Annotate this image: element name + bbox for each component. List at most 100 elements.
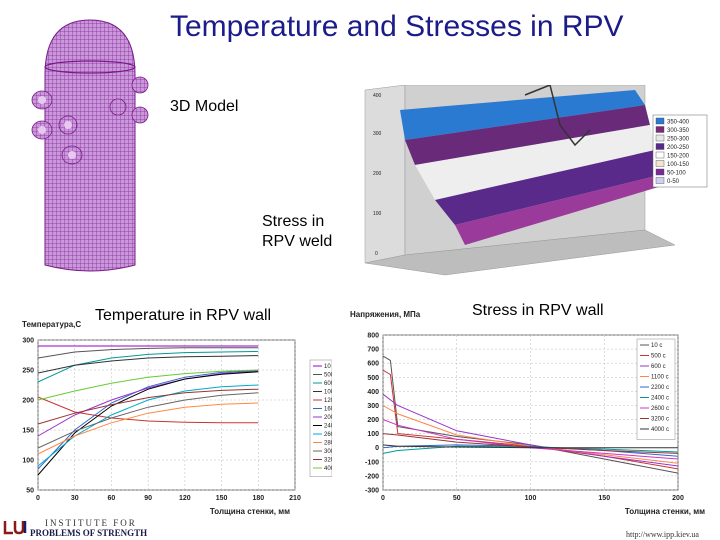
- y-axis-title: Напряжения, МПа: [350, 310, 421, 319]
- institute-logo-icon: [3, 519, 29, 535]
- series-line-2400c: [382, 445, 679, 454]
- legend-label: 600 c: [651, 364, 666, 370]
- svg-text:100: 100: [373, 211, 382, 217]
- weld-legend-label: 50-100: [667, 171, 686, 177]
- legend-label: 2600 c: [651, 406, 669, 412]
- legend-box: [309, 359, 332, 477]
- weld-legend-swatch: [655, 117, 665, 125]
- x-tick-label: 90: [144, 495, 152, 502]
- legend-label: 600 c: [324, 381, 332, 387]
- y-tick-label: 300: [367, 403, 379, 410]
- svg-text:400: 400: [373, 93, 382, 99]
- y-tick-label: 250: [22, 368, 34, 375]
- weld-legend-swatch: [655, 143, 665, 150]
- weld-legend-swatch: [655, 134, 665, 142]
- weld-legend-label: 250-300: [667, 137, 690, 143]
- x-tick-label: 200: [672, 495, 684, 502]
- series-line-2600c: [382, 419, 679, 460]
- legend-label: 2400 c: [651, 396, 669, 402]
- y-tick-label: 100: [22, 458, 34, 465]
- series-line-2000c: [37, 370, 259, 437]
- y-axis-title: Температура,С: [22, 320, 81, 329]
- series-line-1200c: [37, 396, 259, 424]
- legend-label: 4000 c: [651, 427, 669, 433]
- y-tick-label: -300: [365, 488, 379, 495]
- legend-label: 2200 c: [651, 385, 669, 391]
- svg-text:0: 0: [375, 251, 378, 257]
- label-3d-model: 3D Model: [170, 98, 239, 115]
- series-line-500c: [37, 347, 259, 359]
- x-tick-label: 0: [36, 495, 40, 502]
- x-tick-label: 150: [598, 495, 610, 502]
- rpv-3d-model-image: [31, 19, 149, 272]
- x-tick-label: 100: [525, 495, 537, 502]
- svg-text:200: 200: [373, 171, 382, 177]
- label-temperature-wall: Temperature in RPV wall: [95, 307, 272, 324]
- series-line-2400c: [37, 371, 259, 476]
- weld-legend-label: 150-200: [667, 154, 690, 160]
- y-tick-label: 500: [367, 375, 379, 382]
- y-tick-label: 150: [22, 428, 34, 435]
- x-axis-title: Толщина стенки, мм: [210, 507, 290, 516]
- x-tick-label: 0: [381, 495, 385, 502]
- weld-legend-swatch: [655, 160, 665, 167]
- x-tick-label: 180: [252, 495, 264, 502]
- y-tick-label: 300: [22, 338, 34, 345]
- legend-label: 4000 c: [324, 466, 332, 472]
- series-line-600c: [382, 393, 679, 467]
- temperature-chart: 50 100 150 200 250 300 0 30 60 90 120 150 180 210 10 c…: [22, 320, 332, 516]
- y-tick-label: 600: [367, 361, 379, 368]
- weld-legend-label: 350-400: [667, 120, 690, 126]
- legend-label: 500 c: [324, 373, 332, 379]
- series-line-2800c: [37, 402, 259, 455]
- weld-legend-swatch: [655, 126, 665, 133]
- series-line-3200c: [382, 433, 679, 454]
- weld-legend-swatch: [655, 168, 665, 176]
- y-tick-label: 800: [367, 333, 379, 340]
- institute-url[interactable]: http://www.ipp.kiev.ua: [626, 530, 699, 539]
- legend-label: 2000 c: [324, 415, 332, 421]
- legend-label: 3200 c: [324, 458, 332, 464]
- y-tick-label: 100: [367, 431, 379, 438]
- legend-label: 3200 c: [651, 417, 669, 423]
- legend-label: 1100 c: [651, 375, 669, 381]
- series-line-1000c: [37, 355, 259, 374]
- series-line-3200c: [37, 388, 259, 425]
- legend-label: 1600 c: [324, 407, 332, 413]
- weld-legend-label: 300-350: [667, 128, 690, 134]
- legend-label: 10 c: [651, 343, 662, 349]
- label-stress-weld: Stress in RPV weld: [262, 213, 333, 250]
- x-tick-label: 60: [108, 495, 116, 502]
- stress-chart: -300 -200 -100 0 100 200 300 400 500 600 700 800 0 50…: [350, 310, 705, 516]
- legend-label: 1200 c: [324, 398, 332, 404]
- weld-legend-swatch: [655, 177, 665, 184]
- y-tick-label: 400: [367, 389, 379, 396]
- y-tick-label: 50: [26, 488, 34, 495]
- x-tick-label: 120: [179, 495, 191, 502]
- y-tick-label: 0: [375, 445, 379, 452]
- x-axis-title: Толщина стенки, мм: [625, 507, 705, 516]
- series-line-10c: [382, 355, 679, 474]
- plot-area: [37, 339, 296, 491]
- y-tick-label: -200: [365, 473, 379, 480]
- weld-legend-label: 200-250: [667, 145, 690, 151]
- x-tick-label: 150: [216, 495, 228, 502]
- legend-label: 10 c: [324, 364, 332, 370]
- x-tick-label: 50: [453, 495, 461, 502]
- y-tick-label: 700: [367, 347, 379, 354]
- weld-stress-surface-plot: 350-400 300-350 250-300 200-250 150-200 100-1…: [345, 85, 710, 285]
- series-line-4000c: [382, 444, 678, 449]
- legend-label: 2800 c: [324, 441, 332, 447]
- weld-legend-label: 100-150: [667, 162, 690, 168]
- slide-title: Temperature and Stresses in RPV: [170, 10, 624, 43]
- y-tick-label: -100: [365, 459, 379, 466]
- series-line-1100c: [382, 405, 679, 464]
- weld-legend-swatch: [655, 151, 665, 159]
- series-line-4000c: [37, 369, 259, 401]
- y-tick-label: 200: [367, 417, 379, 424]
- logo-line1: INSTITUTE FOR: [45, 518, 137, 528]
- series-line-1600c: [37, 370, 259, 470]
- weld-legend-label: 0-50: [667, 179, 680, 185]
